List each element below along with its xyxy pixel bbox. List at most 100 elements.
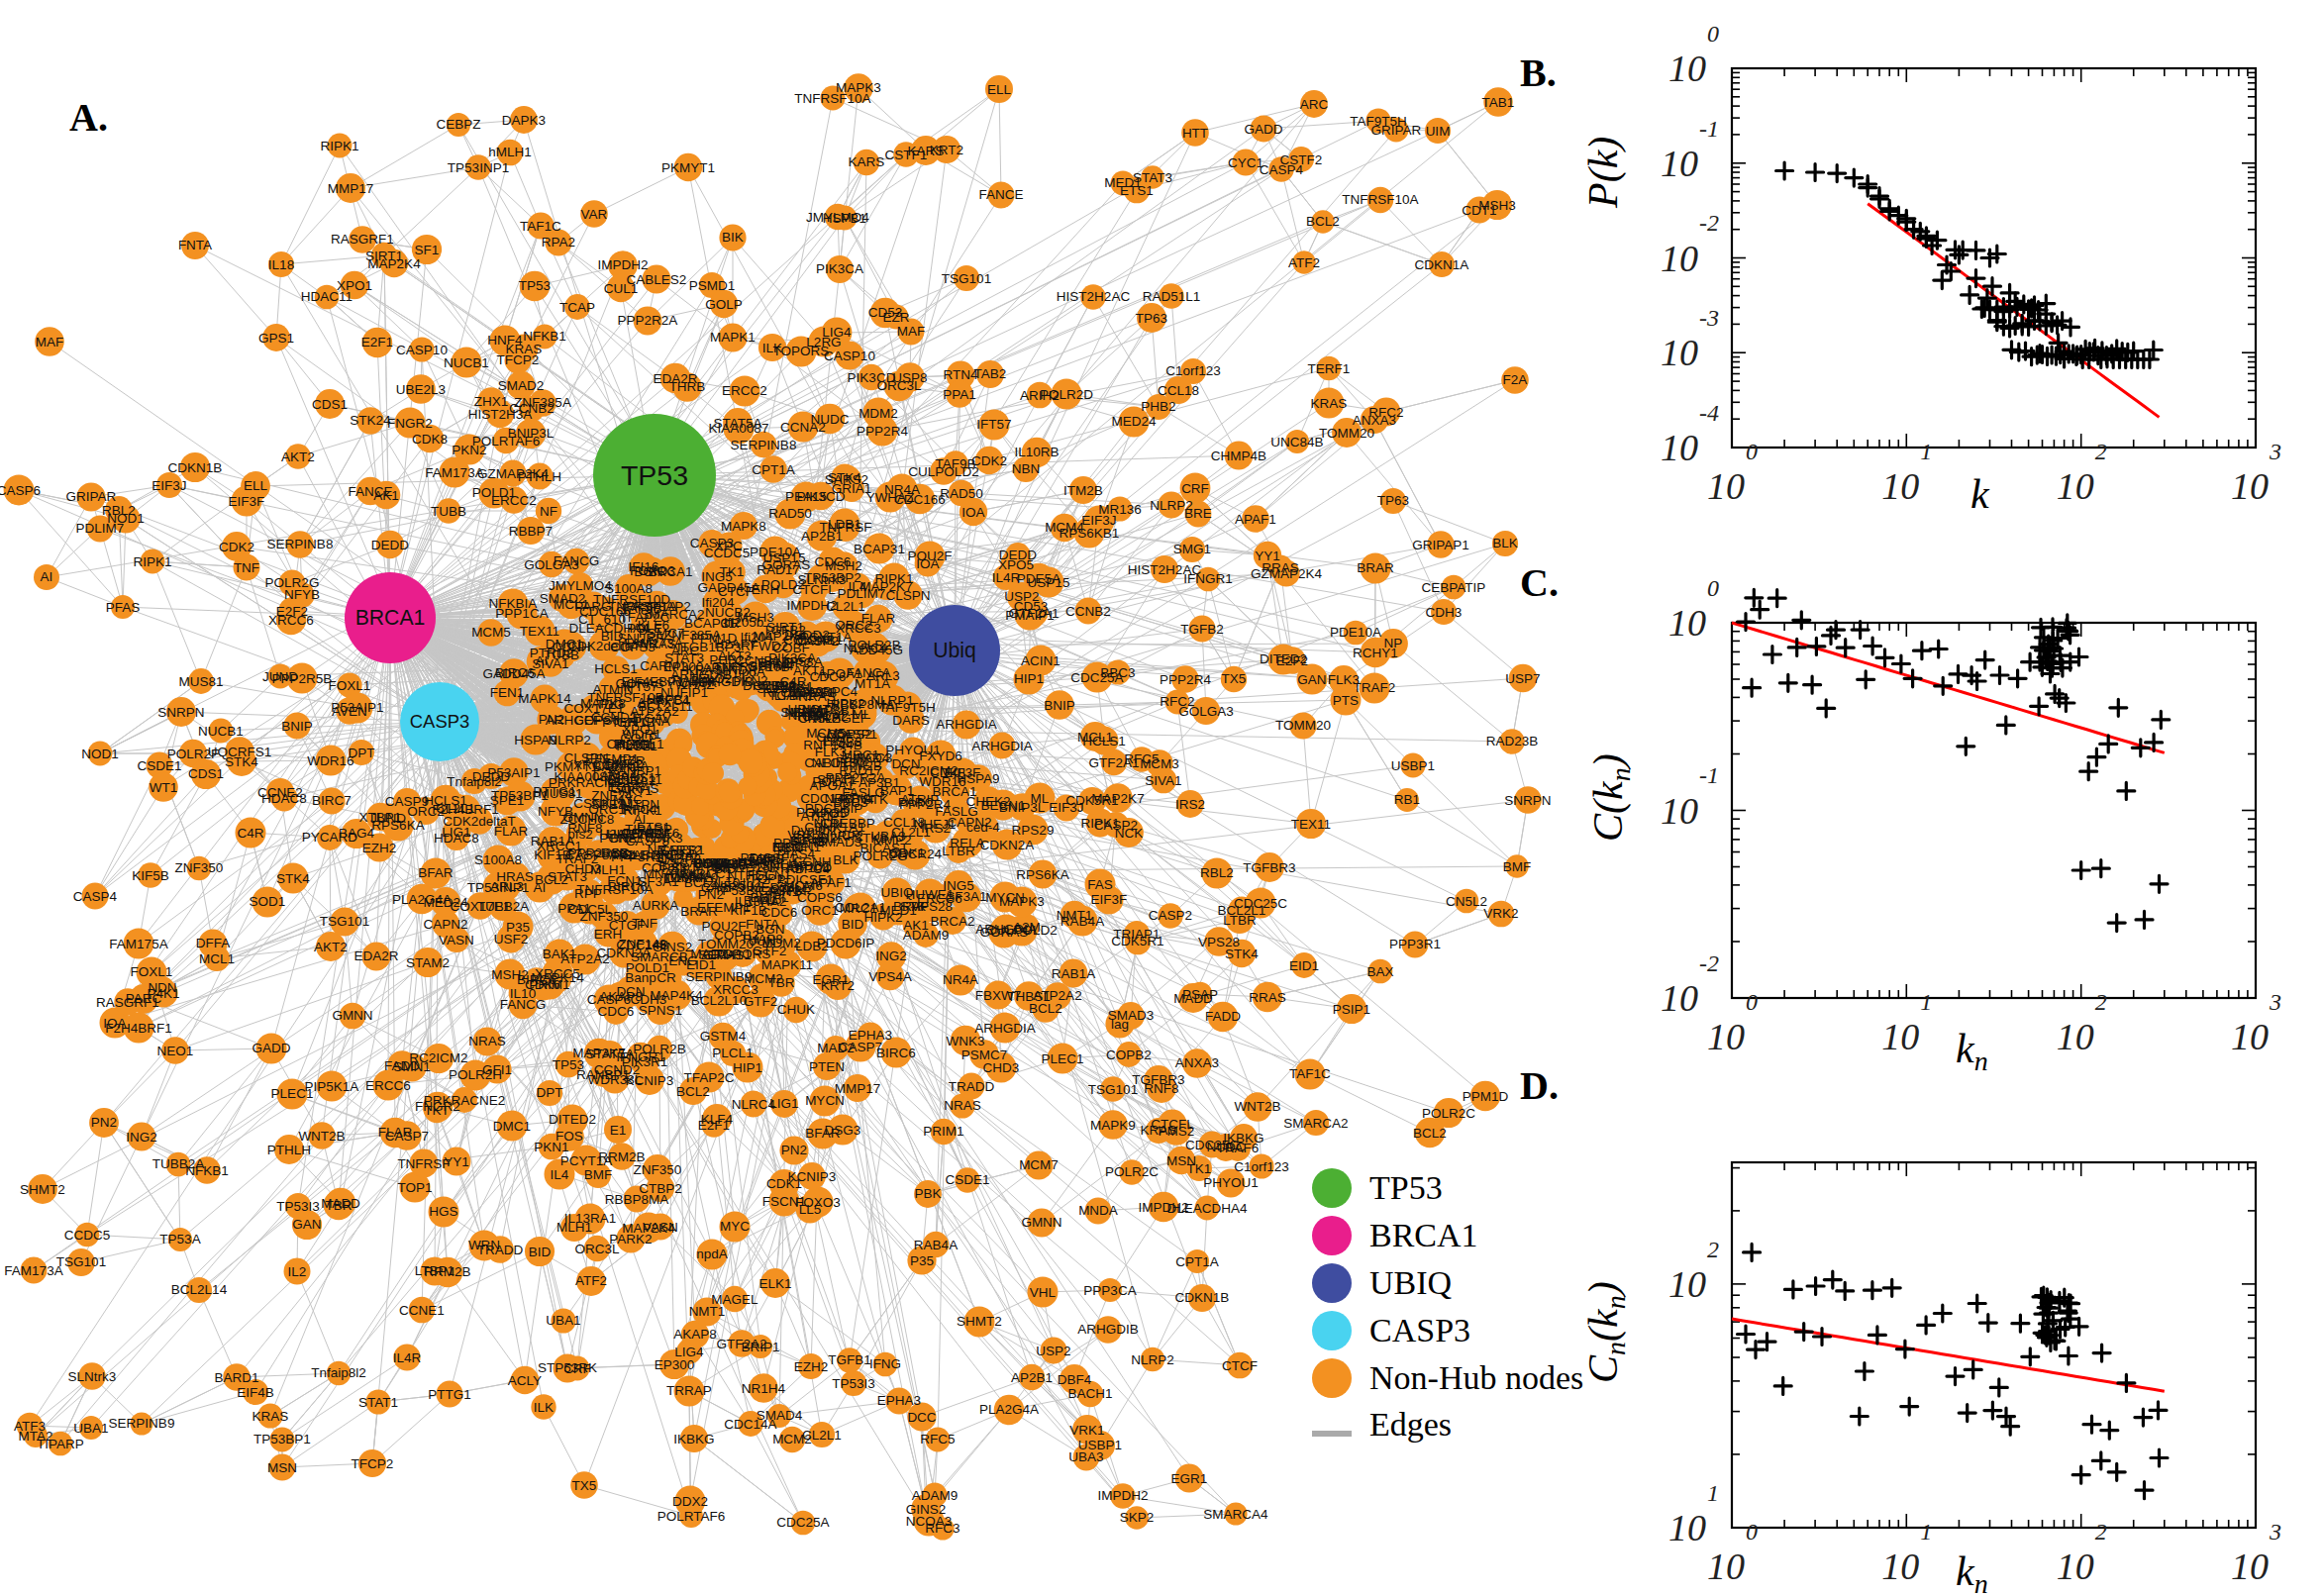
- svg-text:BAG4: BAG4: [339, 826, 375, 841]
- svg-text:YY1: YY1: [1255, 549, 1280, 563]
- svg-text:FBXW7: FBXW7: [975, 988, 1022, 1003]
- svg-text:CDKN2A: CDKN2A: [980, 838, 1035, 852]
- svg-text:MRC1: MRC1: [840, 901, 877, 916]
- svg-text:PPP2R4: PPP2R4: [1160, 672, 1211, 687]
- svg-text:TGFB1: TGFB1: [828, 1352, 871, 1367]
- svg-text:VPS28: VPS28: [1198, 935, 1240, 949]
- svg-text:MAF: MAF: [36, 335, 64, 349]
- svg-text:NEO1: NEO1: [812, 755, 849, 770]
- svg-text:ARHGDIB: ARHGDIB: [1077, 1322, 1139, 1337]
- svg-text:PLAGL1: PLAGL1: [613, 737, 663, 751]
- svg-text:IMPDH2: IMPDH2: [1138, 1200, 1188, 1215]
- svg-text:THRB: THRB: [669, 379, 706, 394]
- svg-text:PIP5K1A: PIP5K1A: [305, 1079, 359, 1094]
- svg-text:CEBPATIP: CEBPATIP: [1422, 580, 1486, 595]
- svg-text:USP7: USP7: [1505, 671, 1540, 686]
- svg-text:RRAS: RRAS: [1249, 990, 1286, 1005]
- svg-text:BCAP31: BCAP31: [854, 542, 905, 556]
- svg-text:TP53I3: TP53I3: [832, 1376, 875, 1391]
- svg-text:FOXL1: FOXL1: [131, 964, 173, 979]
- svg-text:POLR2C: POLR2C: [1105, 1164, 1159, 1179]
- svg-text:FOXL1: FOXL1: [329, 678, 371, 693]
- svg-text:HTT: HTT: [1182, 126, 1208, 141]
- svg-text:TRAF6: TRAF6: [638, 826, 680, 841]
- svg-text:HSPB1: HSPB1: [823, 211, 866, 226]
- svg-text:NFKB1: NFKB1: [185, 1163, 229, 1178]
- svg-text:ACIN1: ACIN1: [1021, 653, 1060, 668]
- svg-text:TOMM20: TOMM20: [1275, 718, 1331, 733]
- svg-text:RCHY1: RCHY1: [1353, 646, 1398, 660]
- svg-text:XPO1: XPO1: [337, 278, 372, 293]
- svg-text:BNIP: BNIP: [1044, 698, 1075, 713]
- svg-text:SHMT2: SHMT2: [20, 1182, 65, 1197]
- svg-text:CDC14B: CDC14B: [800, 791, 853, 806]
- svg-text:ATF2: ATF2: [575, 1273, 607, 1288]
- svg-text:BFAR: BFAR: [418, 865, 454, 880]
- svg-text:Tnfaip8l2: Tnfaip8l2: [311, 1365, 366, 1380]
- svg-text:NLRP2: NLRP2: [548, 733, 591, 748]
- svg-text:CDS1: CDS1: [312, 397, 348, 412]
- svg-text:MCM7: MCM7: [1019, 1157, 1059, 1172]
- svg-text:PPP2R2A: PPP2R2A: [618, 313, 678, 328]
- svg-text:MCM4: MCM4: [1045, 520, 1084, 535]
- svg-text:PRIM1: PRIM1: [923, 1124, 963, 1139]
- svg-text:JMYLMO4: JMYLMO4: [549, 578, 612, 593]
- svg-text:PHB2: PHB2: [1141, 399, 1175, 414]
- svg-text:GPS1: GPS1: [258, 331, 294, 346]
- svg-text:TAB1: TAB1: [1482, 95, 1515, 110]
- svg-text:TCAP: TCAP: [559, 300, 595, 315]
- svg-text:EZR: EZR: [883, 310, 910, 325]
- svg-text:NFYB: NFYB: [284, 587, 320, 602]
- svg-text:STAT1: STAT1: [358, 1395, 398, 1410]
- svg-text:ING2: ING2: [126, 1130, 157, 1145]
- svg-text:ZNF350: ZNF350: [634, 1162, 682, 1177]
- svg-text:MED1: MED1: [1104, 175, 1142, 190]
- svg-text:IMPDH2: IMPDH2: [786, 598, 837, 613]
- svg-text:MADD: MADD: [321, 1196, 360, 1211]
- svg-text:DMC1: DMC1: [493, 1119, 531, 1134]
- svg-text:FANCE: FANCE: [978, 187, 1023, 202]
- svg-text:EZH2: EZH2: [794, 1359, 829, 1374]
- svg-text:NRAS: NRAS: [944, 1098, 981, 1113]
- svg-text:ING2: ING2: [875, 948, 907, 963]
- svg-text:TRADD: TRADD: [949, 1079, 995, 1094]
- svg-text:NBN: NBN: [773, 841, 802, 855]
- svg-text:ITM2B: ITM2B: [1063, 483, 1103, 498]
- svg-text:TSG101: TSG101: [320, 914, 369, 929]
- svg-text:TFCP2: TFCP2: [352, 1456, 394, 1471]
- svg-text:NUCB1: NUCB1: [444, 355, 489, 370]
- svg-text:BCL2L14: BCL2L14: [171, 1282, 228, 1297]
- svg-text:CRF: CRF: [1181, 481, 1209, 496]
- svg-text:SERPINB8: SERPINB8: [267, 537, 334, 551]
- svg-text:MCL1: MCL1: [1077, 730, 1113, 745]
- svg-text:MMP17: MMP17: [835, 1081, 881, 1096]
- svg-text:IL4R: IL4R: [992, 570, 1021, 585]
- svg-text:KLF4: KLF4: [701, 1112, 734, 1127]
- svg-text:TFAP2C: TFAP2C: [683, 1070, 734, 1085]
- svg-text:SMG1: SMG1: [1173, 542, 1211, 556]
- svg-text:P35: P35: [506, 920, 530, 935]
- svg-text:IOA: IOA: [961, 505, 984, 520]
- svg-text:UBIQ: UBIQ: [880, 885, 913, 900]
- svg-text:TP53: TP53: [519, 278, 551, 293]
- svg-text:MAPK1: MAPK1: [710, 330, 756, 345]
- svg-text:NBN: NBN: [1012, 461, 1041, 476]
- svg-text:ATF3: ATF3: [14, 1419, 46, 1434]
- svg-text:RC2ICM2: RC2ICM2: [409, 1050, 467, 1065]
- svg-text:WNT2B: WNT2B: [1234, 1099, 1280, 1114]
- svg-text:SNRPN: SNRPN: [1504, 793, 1551, 808]
- svg-text:PPP2R4: PPP2R4: [857, 424, 908, 439]
- svg-text:SERPINB8: SERPINB8: [731, 438, 797, 452]
- svg-text:ADAM9: ADAM9: [912, 1488, 959, 1503]
- svg-text:FADD: FADD: [1205, 1009, 1241, 1024]
- svg-text:TRADD: TRADD: [477, 1243, 524, 1257]
- svg-text:RPS29: RPS29: [1012, 823, 1055, 838]
- svg-text:NUCB1: NUCB1: [198, 724, 244, 739]
- svg-text:RIPK1: RIPK1: [320, 139, 358, 153]
- svg-text:NOD1: NOD1: [81, 747, 119, 761]
- svg-text:CCDC5: CCDC5: [64, 1228, 111, 1243]
- svg-text:UNC84B: UNC84B: [1270, 435, 1323, 449]
- svg-text:GOLP: GOLP: [705, 297, 743, 312]
- svg-text:SERPINB9: SERPINB9: [109, 1416, 175, 1431]
- svg-text:PDE10A: PDE10A: [1330, 625, 1381, 640]
